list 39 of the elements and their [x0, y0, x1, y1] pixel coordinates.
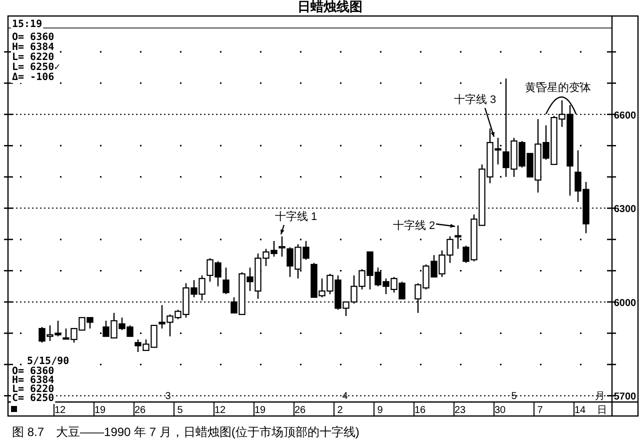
annotation: Δ= -106	[12, 72, 54, 83]
x-tick-label: 26	[134, 405, 146, 416]
x-tick-label: 9	[377, 405, 384, 416]
x-tick-label: 12	[54, 405, 66, 416]
x-tick-label: 30	[494, 405, 506, 416]
annotation: H= 6384	[12, 375, 54, 386]
annotation: L= 6220	[12, 52, 54, 63]
x-tick-label: 16	[414, 405, 426, 416]
annotation: O= 6360	[12, 32, 54, 43]
annotation: 十字线 2	[392, 220, 436, 232]
annotation: H= 6384	[12, 42, 54, 53]
x-tick-label: 7	[537, 405, 544, 416]
y-tick-label: 6300	[614, 204, 637, 216]
annotation: L= 6250✓	[12, 62, 60, 73]
title: 日蜡烛线图	[298, 0, 362, 14]
x-tick-label: 12	[214, 405, 226, 416]
x-tick-label: 14	[574, 405, 586, 416]
annotation: 4	[342, 391, 348, 402]
x-tick-label: 2	[337, 405, 344, 416]
annotation: 月	[595, 391, 605, 402]
x-tick-label: 19	[254, 405, 266, 416]
annotation: 十字线 3	[454, 94, 496, 106]
annotation: 5/15/90	[27, 356, 70, 367]
annotation: 15:19	[12, 19, 42, 30]
annotation: O= 6360	[12, 366, 54, 377]
x-tick-label: 5	[177, 405, 184, 416]
annotation: 日	[597, 405, 607, 416]
annotation: C= 6250	[12, 393, 54, 404]
y-tick-label: 6000	[614, 298, 637, 309]
annotation: 图 8.7 大豆——1990 年 7 月，日蜡烛图(位于市场顶部的十字线)	[12, 425, 360, 439]
y-tick-label: 6600	[614, 110, 637, 122]
x-tick-label: 19	[94, 405, 106, 416]
annotation: 5	[511, 391, 517, 402]
annotation: 十字线 1	[274, 211, 318, 223]
y-tick-label: 5700	[614, 392, 637, 403]
x-tick-label: 26	[294, 405, 306, 416]
annotation: L= 6220	[12, 384, 54, 395]
annotation: 黄昏星的变体	[525, 82, 591, 94]
x-tick-label: 23	[454, 405, 466, 416]
